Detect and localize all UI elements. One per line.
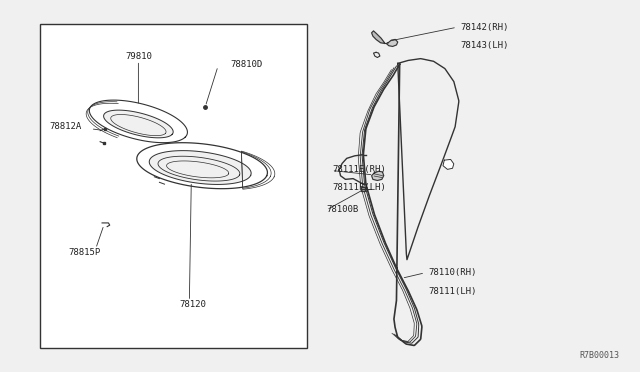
- Text: 78111E(RH): 78111E(RH): [333, 165, 387, 174]
- Text: 78143(LH): 78143(LH): [460, 41, 509, 50]
- Polygon shape: [372, 31, 385, 44]
- Text: 78812A: 78812A: [49, 122, 81, 131]
- Polygon shape: [104, 110, 173, 138]
- Polygon shape: [90, 100, 188, 143]
- Text: 78120: 78120: [179, 300, 206, 309]
- Text: R7B00013: R7B00013: [579, 350, 620, 359]
- Polygon shape: [158, 156, 240, 181]
- Polygon shape: [137, 143, 268, 189]
- Text: 78810D: 78810D: [231, 60, 263, 69]
- Polygon shape: [443, 160, 454, 169]
- Text: 78142(RH): 78142(RH): [460, 23, 509, 32]
- Text: 78111F(LH): 78111F(LH): [333, 183, 387, 192]
- Polygon shape: [372, 171, 384, 180]
- Polygon shape: [149, 151, 251, 185]
- Text: 78110(RH): 78110(RH): [428, 268, 477, 277]
- Text: 78815P: 78815P: [68, 248, 100, 257]
- Bar: [40, 23, 307, 349]
- Text: 78111(LH): 78111(LH): [428, 287, 477, 296]
- Text: 78100B: 78100B: [326, 205, 358, 215]
- Text: 79810: 79810: [125, 52, 152, 61]
- Polygon shape: [387, 39, 397, 46]
